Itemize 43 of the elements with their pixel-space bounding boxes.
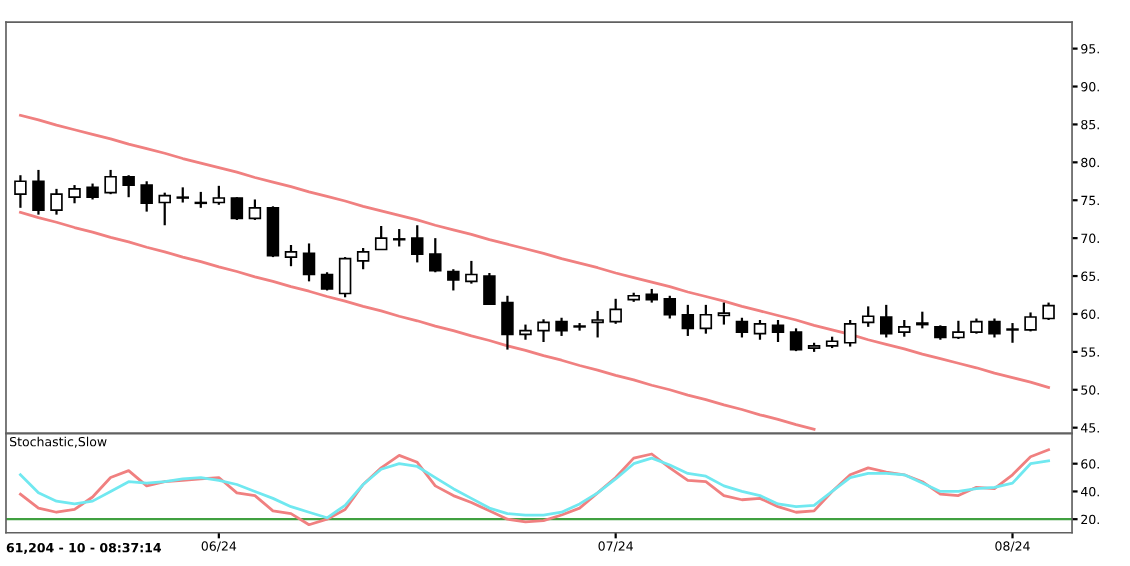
line-series	[19, 210, 816, 431]
candlestick	[68, 183, 81, 205]
candlestick	[356, 246, 370, 271]
candlestick	[248, 198, 262, 222]
candlestick	[879, 303, 893, 339]
candlestick	[14, 174, 27, 209]
candlestick	[284, 243, 298, 268]
candlestick	[122, 174, 135, 199]
candlestick	[212, 184, 226, 206]
candlestick	[465, 259, 478, 285]
candlestick	[429, 237, 442, 274]
candlestick	[158, 191, 171, 227]
candlestick	[555, 316, 568, 338]
candlestick	[952, 319, 965, 341]
candlestick	[1006, 321, 1019, 344]
candlestick	[988, 317, 1001, 339]
candlestick	[32, 168, 45, 216]
candlestick	[663, 294, 677, 320]
candlestick	[681, 303, 695, 338]
candlestick	[411, 224, 424, 264]
candlestick	[735, 316, 749, 339]
candlestick	[447, 268, 460, 292]
candlestick	[843, 318, 857, 348]
candlestick	[140, 180, 153, 213]
candlestick	[717, 301, 731, 326]
candlestick	[591, 309, 604, 339]
candlestick	[699, 303, 713, 335]
candlestick	[537, 318, 550, 344]
candlestick	[753, 318, 767, 341]
candlestick	[302, 242, 316, 283]
candlestick	[230, 196, 244, 222]
line-series	[19, 113, 1050, 389]
candlestick	[609, 297, 622, 325]
candlestick	[861, 305, 875, 328]
candlestick	[771, 318, 785, 344]
candlestick	[50, 187, 63, 216]
candlestick	[338, 255, 352, 299]
candlestick	[483, 271, 496, 306]
candlestick	[789, 327, 803, 353]
candlestick	[374, 224, 388, 251]
candlestick	[104, 168, 117, 196]
candlestick	[501, 294, 514, 351]
candlestick	[266, 205, 280, 259]
